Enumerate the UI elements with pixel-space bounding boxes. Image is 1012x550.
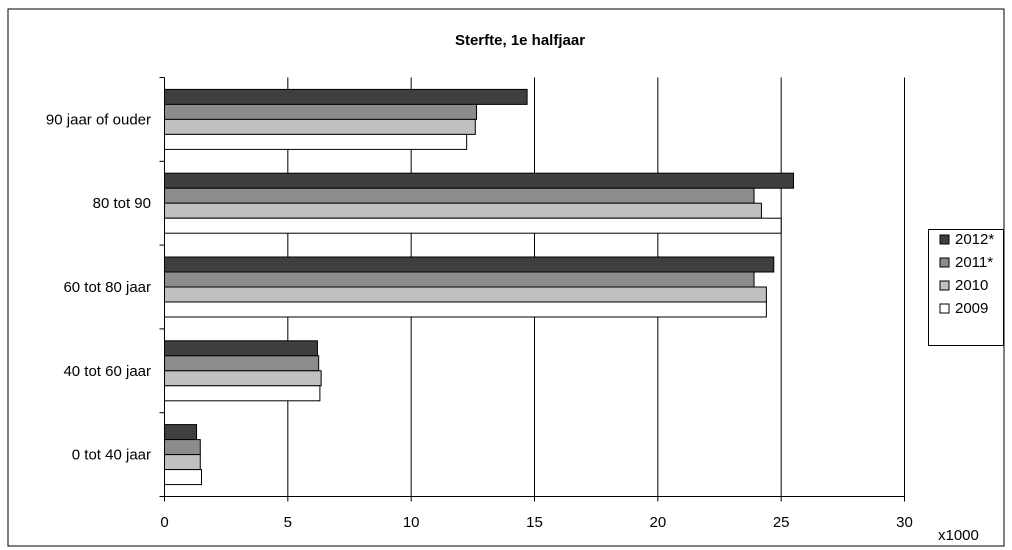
bar-2009-3 [164,217,782,234]
legend: 2012* 2011* 2010 2009 [928,229,1004,346]
chart-title: Sterfte, 1e halfjaar [455,32,585,49]
x-tick-label-30: 30 [896,514,913,531]
category-label-4: 90 jaar of ouder [46,111,151,128]
axes [159,77,905,502]
x-tick-label-20: 20 [649,514,666,531]
bar-2011-2 [164,271,755,288]
bar-2011-1 [164,355,320,372]
bar-2012-2 [164,256,775,273]
bar-2010-3 [164,202,762,219]
x-tick-label-15: 15 [526,514,543,531]
bar-2010-4 [164,118,476,135]
category-label-1: 40 tot 60 jaar [63,363,151,380]
bar-2012-4 [164,88,528,105]
bar-2009-4 [164,133,468,150]
bar-2011-3 [164,187,755,204]
bar-2011-4 [164,103,478,120]
bar-2011-0 [164,439,201,456]
bar-2010-1 [164,370,322,387]
bar-2009-0 [164,469,202,486]
x-tick-label-25: 25 [773,514,790,531]
category-label-3: 80 tot 90 [93,195,151,212]
bar-2009-1 [164,385,321,402]
category-label-0: 0 tot 40 jaar [72,447,151,464]
bar-2012-0 [164,424,198,441]
legend-swatch-3 [939,303,950,314]
x-tick-label-0: 0 [160,514,168,531]
legend-label-0: 2012* [955,231,994,248]
axis-labels: 0 5 10 15 20 25 30 0 tot 40 jaar 40 tot 60 jaar 6… [46,111,913,531]
bars [164,88,794,486]
legend-label-2: 2010 [955,277,988,294]
bar-2010-2 [164,286,767,303]
bar-2012-3 [164,172,794,189]
x-unit-label: x1000 [938,527,979,544]
legend-label-1: 2011* [955,254,993,271]
x-tick-label-5: 5 [284,514,292,531]
category-label-2: 60 tot 80 jaar [63,279,151,296]
bar-2012-1 [164,340,318,357]
legend-swatch-0 [939,234,950,245]
x-tick-label-10: 10 [403,514,420,531]
bar-2009-2 [164,301,767,318]
bar-2010-0 [164,454,201,471]
legend-swatch-2 [939,280,950,291]
legend-label-3: 2009 [955,300,988,317]
legend-swatch-1 [939,257,950,268]
